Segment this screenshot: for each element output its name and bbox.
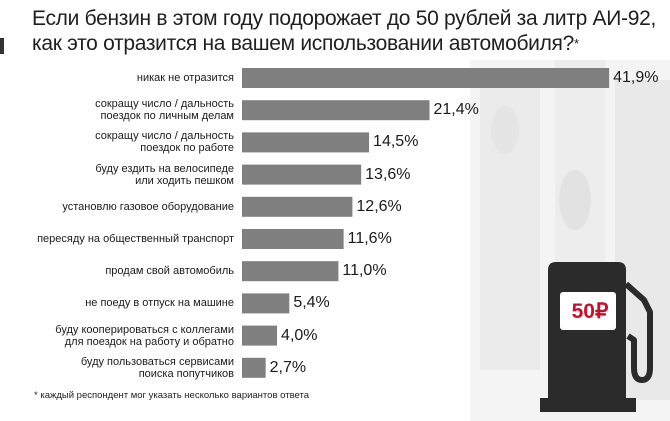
- value-label: 11,0%: [342, 262, 387, 280]
- bar-5: [242, 229, 344, 249]
- chart-title-asterisk: *: [574, 36, 579, 51]
- chart-title-line1: Если бензин в этом году подорожает до 50…: [32, 7, 657, 30]
- chart-title: Если бензин в этом году подорожает до 50…: [32, 6, 662, 56]
- value-label: 41,9%: [613, 69, 659, 86]
- category-label: установлю газовое оборудование: [29, 201, 234, 213]
- category-label: сокращу число / дальность поездок по рабо…: [29, 130, 234, 154]
- bar-7: [242, 293, 290, 314]
- value-label: 12,6%: [356, 197, 402, 215]
- category-label-line: не поеду в отпуск на машине: [85, 297, 234, 310]
- bar-8: [242, 325, 278, 346]
- category-label: буду пользоваться сервисами поиска попутч…: [29, 356, 234, 380]
- category-label-line: продам свой автомобиль: [105, 265, 234, 278]
- category-label-line: поиска попутчиков: [138, 367, 234, 380]
- bar-4: [242, 196, 353, 217]
- category-label-line: сокращу число / дальность: [95, 130, 234, 143]
- category-label-line: никак не отразится: [136, 72, 234, 84]
- category-label: буду ездить на велосипеде или ходить пешк…: [29, 163, 234, 187]
- category-label: не поеду в отпуск на машине: [29, 297, 234, 309]
- value-label: 2,7%: [269, 358, 307, 376]
- bar-2: [242, 132, 370, 153]
- value-label: 11,6%: [347, 230, 392, 247]
- category-label-line: буду ездить на велосипеде: [95, 162, 234, 175]
- category-label-line: сокращу число / дальность: [95, 98, 234, 111]
- category-label-line: поездок по личным делам: [100, 110, 234, 123]
- category-label: никак не отразится: [29, 72, 234, 84]
- category-label-line: или ходить пешком: [135, 174, 234, 187]
- value-label: 5,4%: [293, 294, 330, 312]
- value-label: 4,0%: [281, 326, 318, 344]
- bar-9: [242, 357, 266, 378]
- category-label-line: установлю газовое оборудование: [62, 200, 234, 213]
- category-label: буду кооперироваться с коллегами для поез…: [29, 324, 234, 348]
- value-label: 21,4%: [433, 101, 479, 119]
- category-label-line: для поездок на работу и обратно: [64, 335, 234, 348]
- bar-6: [242, 261, 339, 282]
- price-tag: 50₽: [566, 297, 614, 327]
- bar-1: [242, 100, 430, 121]
- chart-title-line2-text: как это отразится на вашем использовании…: [32, 32, 575, 55]
- chart-title-line2: как это отразится на вашем использовании…: [32, 31, 662, 56]
- category-label: пересяду на общественный транспорт: [29, 233, 234, 245]
- bar-0: [242, 68, 610, 88]
- category-label-line: буду пользоваться сервисами: [80, 355, 234, 368]
- category-label-line: буду кооперироваться с коллегами: [55, 323, 234, 336]
- bars-layer: [242, 68, 610, 378]
- footnote: * каждый респондент мог указать нескольк…: [34, 390, 310, 401]
- category-label-line: поездок по работе: [140, 142, 234, 155]
- category-label: сокращу число / дальность поездок по личн…: [29, 98, 234, 122]
- bar-3: [242, 164, 362, 185]
- category-label: продам свой автомобиль: [29, 265, 234, 277]
- category-label-line: пересяду на общественный транспорт: [37, 233, 234, 245]
- value-label: 13,6%: [365, 165, 411, 183]
- value-label: 14,5%: [373, 133, 419, 151]
- fuel-pump-icon: [540, 262, 653, 412]
- left-edge-mark: [0, 38, 4, 54]
